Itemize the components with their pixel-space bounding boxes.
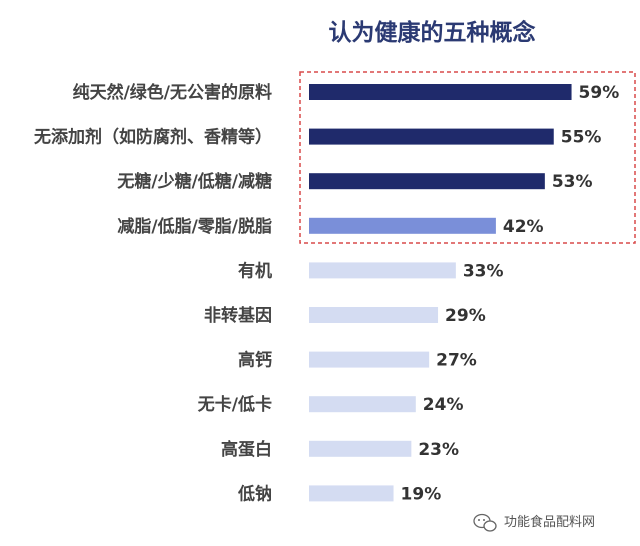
value-label: 53% [552,172,593,192]
wechat-icon [473,513,497,532]
category-label: 高蛋白 [221,439,272,460]
value-labels: 59% 55% 53% 42% 33% 29% 27% 24% 23% 19% [401,83,620,504]
value-label: 55% [561,128,602,148]
category-label: 无糖/少糖/低糖/减糖 [116,171,272,192]
category-label: 高钙 [238,350,272,371]
chart-title: 认为健康的五种概念 [329,19,536,46]
bar [309,440,412,457]
value-label: 19% [401,484,442,504]
watermark: 功能食品配料网 [473,513,595,532]
value-label: 27% [436,351,477,371]
category-label: 无添加剂（如防腐剂、香精等） [33,127,272,148]
bar [309,262,456,279]
category-label: 低钠 [237,483,272,504]
bar [309,84,572,100]
bar [309,351,430,368]
bar [309,307,439,323]
value-label: 59% [579,83,620,103]
watermark-text: 功能食品配料网 [504,514,595,530]
value-label: 23% [418,440,459,460]
category-label: 无卡/低卡 [197,394,272,415]
category-label: 减脂/低脂/零脂/脱脂 [117,216,272,237]
bar [309,128,554,145]
category-label: 非转基因 [204,305,272,326]
category-label: 纯天然/绿色/无公害的原料 [73,82,272,103]
value-label: 24% [423,395,464,415]
value-label: 42% [503,217,544,237]
value-label: 33% [463,261,504,281]
value-label: 29% [445,306,486,326]
bar [309,217,496,234]
category-label: 有机 [238,260,272,281]
highlight-box [299,71,636,244]
bar [309,173,545,190]
bars [309,84,572,502]
bar [309,396,416,413]
bar [309,485,394,502]
